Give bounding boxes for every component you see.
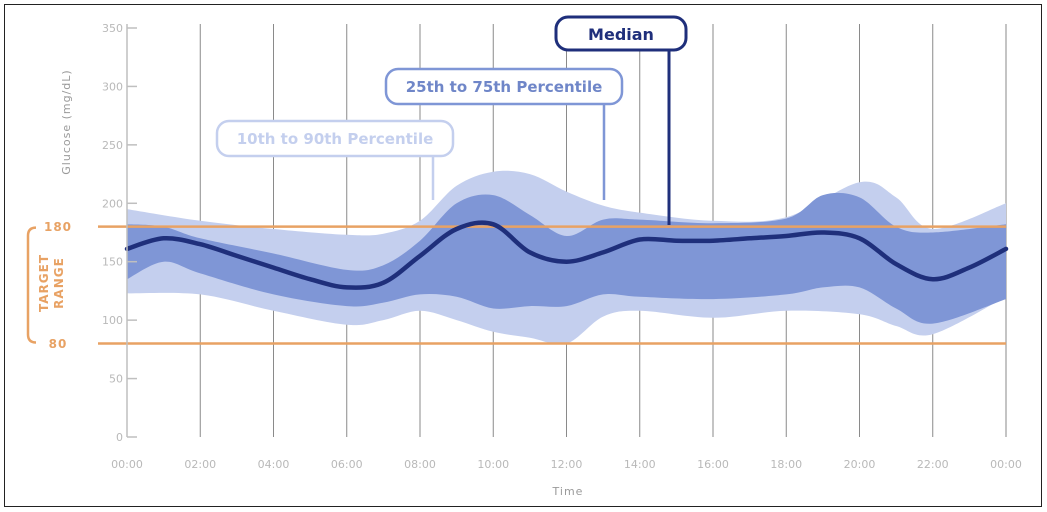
- target-range-label-line1: TARGET: [37, 254, 51, 312]
- x-axis-label: Time: [552, 485, 584, 498]
- callout-10-90-label: 10th to 90th Percentile: [237, 130, 434, 148]
- callout-10-90-box: [215, 119, 455, 158]
- y-tick-label-0: 0: [116, 431, 123, 444]
- x-tick-label-9: 18:00: [770, 458, 802, 471]
- x-tick-label-6: 12:00: [551, 458, 583, 471]
- x-tick-label-3: 06:00: [331, 458, 363, 471]
- y-tick-label-250: 250: [102, 139, 123, 152]
- callout-median-box: [554, 15, 688, 52]
- x-tick-label-0: 00:00: [111, 458, 143, 471]
- x-tick-label-7: 14:00: [624, 458, 656, 471]
- x-tick-label-12: 00:00: [990, 458, 1022, 471]
- target-high-label: 180: [44, 220, 72, 234]
- callout-25-75-box: [384, 67, 624, 106]
- y-tick-label-150: 150: [102, 256, 123, 269]
- legend-callouts: 10th to 90th Percentile 25th to 75th Per…: [215, 15, 688, 225]
- y-tick-label-200: 200: [102, 197, 123, 210]
- target-lines: [98, 225, 1006, 345]
- target-low-label: 80: [49, 337, 68, 351]
- x-tick-label-2: 04:00: [258, 458, 290, 471]
- y-tick-label-100: 100: [102, 314, 123, 327]
- x-tick-label-5: 10:00: [477, 458, 509, 471]
- y-axis-label: Glucose (mg/dL): [60, 69, 73, 174]
- target-range-bracket: [26, 226, 37, 344]
- y-tick-label-50: 50: [109, 373, 123, 386]
- callout-25-75-label: 25th to 75th Percentile: [406, 78, 603, 96]
- x-tick-label-4: 08:00: [404, 458, 436, 471]
- x-tick-label-10: 20:00: [844, 458, 876, 471]
- y-tick-labels: 0 50 100 150 200 250 300 350: [102, 22, 137, 444]
- x-tick-labels: 00:00 02:00 04:00 06:00 08:00 10:00 12:00 14:00…: [111, 458, 1022, 471]
- callout-median-label: Median: [588, 25, 654, 44]
- y-tick-label-350: 350: [102, 22, 123, 35]
- x-tick-label-8: 16:00: [697, 458, 729, 471]
- median-layer: [124, 220, 1009, 290]
- median-line: [124, 220, 1009, 290]
- x-tick-label-11: 22:00: [917, 458, 949, 471]
- y-tick-label-300: 300: [102, 80, 123, 93]
- x-tick-label-1: 02:00: [184, 458, 216, 471]
- target-range-label-line2: RANGE: [52, 257, 66, 309]
